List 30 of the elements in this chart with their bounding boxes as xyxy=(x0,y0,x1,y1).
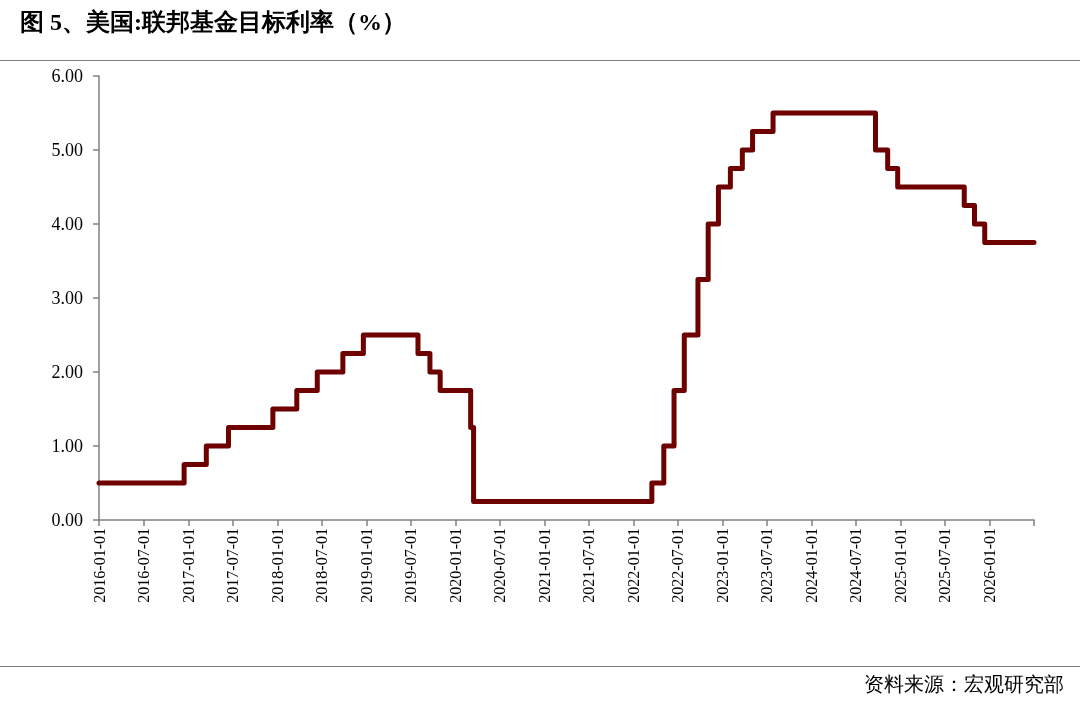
x-tick-label: 2023-01-01 xyxy=(714,528,732,603)
x-tick-label: 2022-01-01 xyxy=(625,528,643,603)
text: 资料来源：宏观研究部 xyxy=(864,673,1064,695)
chart-title: 图 5、美国:联邦基金目标利率（%） xyxy=(0,0,1080,61)
x-tick-label: 2021-01-01 xyxy=(536,528,554,603)
x-tick-label: 2026-01-01 xyxy=(981,528,999,603)
x-tick-label: 2024-07-01 xyxy=(847,528,865,603)
y-tick-label: 3.00 xyxy=(51,288,83,308)
x-tick-label: 2019-01-01 xyxy=(357,528,375,603)
x-tick-label: 2020-01-01 xyxy=(446,528,464,603)
x-tick-label: 2016-01-01 xyxy=(90,528,108,603)
x-tick-label: 2017-07-01 xyxy=(223,528,241,603)
x-tick-label: 2018-07-01 xyxy=(312,528,330,603)
x-tick-label: 2021-07-01 xyxy=(580,528,598,603)
x-tick-label: 2023-07-01 xyxy=(758,528,776,603)
y-tick-label: 0.00 xyxy=(51,510,83,530)
x-tick-label: 2025-07-01 xyxy=(936,528,954,603)
y-tick-label: 6.00 xyxy=(51,66,83,86)
y-tick-label: 4.00 xyxy=(51,214,83,234)
x-tick-label: 2024-01-01 xyxy=(803,528,821,603)
x-tick-label: 2016-07-01 xyxy=(134,528,152,603)
y-tick-label: 5.00 xyxy=(51,140,83,160)
x-tick-label: 2019-07-01 xyxy=(401,528,419,603)
y-tick-label: 1.00 xyxy=(51,436,83,456)
x-tick-label: 2022-07-01 xyxy=(669,528,687,603)
y-tick-label: 2.00 xyxy=(51,362,83,382)
x-tick-label: 2018-01-01 xyxy=(268,528,286,603)
x-tick-label: 2020-07-01 xyxy=(491,528,509,603)
x-tick-label: 2025-01-01 xyxy=(892,528,910,603)
x-tick-label: 2017-01-01 xyxy=(179,528,197,603)
